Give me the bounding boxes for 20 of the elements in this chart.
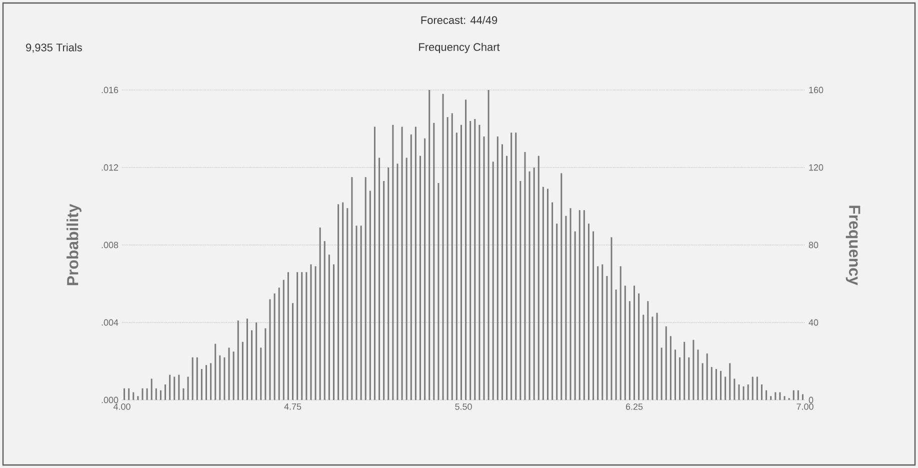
y2-tick-label: 120 [809,164,824,171]
y-axis-title: Probability [66,204,82,286]
x-tick-label: 4.75 [284,404,302,410]
y2-tick-label: 80 [808,242,818,248]
y-tick-label: .000 [102,396,118,404]
x-tick-label: 7.00 [796,404,814,410]
y-tick-label: .004 [102,319,118,326]
y2-tick-label: 40 [808,319,818,326]
x-tick-label: 5.50 [455,404,472,410]
y-tick-label: .016 [102,86,118,94]
y2-tick-label: 0 [808,396,814,404]
x-tick-label: 6.25 [626,404,643,410]
y-tick-label: .012 [102,164,118,171]
y-tick-label: .008 [102,242,118,248]
x-tick-label: 4.00 [113,404,130,410]
y2-axis-title: Frequency [846,206,860,286]
chart-title: Forecast: 44/49 [421,16,498,24]
chart-subtitle: Frequency Chart [419,42,500,54]
text: 9,935 Trials [26,43,82,53]
y2-tick-label: 160 [809,86,824,94]
